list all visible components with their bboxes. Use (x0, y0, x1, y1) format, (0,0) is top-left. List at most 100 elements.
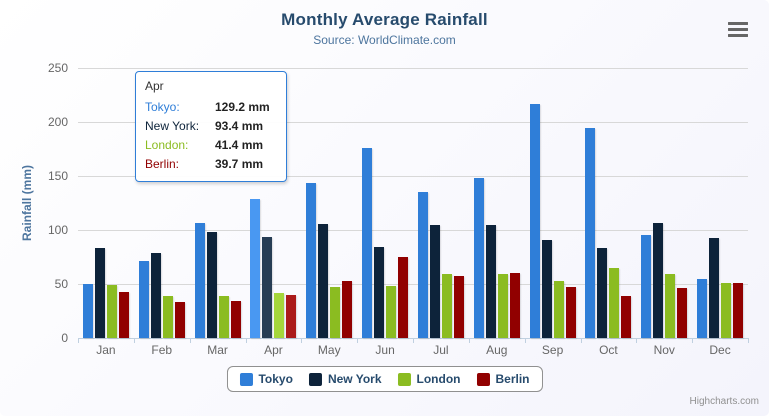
bar-group-jan (78, 68, 134, 338)
credits-link[interactable]: Highcharts.com (689, 396, 759, 407)
legend-swatch-new-york (308, 372, 322, 386)
bar-berlin-jun[interactable] (398, 256, 409, 338)
bar-group-nov (636, 68, 692, 338)
bar-new-york-dec[interactable] (709, 238, 720, 338)
bar-london-feb[interactable] (162, 296, 173, 338)
bar-london-dec[interactable] (721, 282, 732, 338)
bar-new-york-nov[interactable] (653, 222, 664, 338)
bar-berlin-sep[interactable] (565, 286, 576, 338)
x-axis-tick (748, 338, 749, 343)
x-axis-tick (357, 338, 359, 343)
bar-london-nov[interactable] (665, 274, 676, 338)
x-axis-tick-label-jan: Jan (96, 343, 116, 357)
x-axis-tick (189, 338, 191, 343)
bar-new-york-mar[interactable] (206, 231, 217, 338)
legend-item-new-york[interactable]: New York (308, 372, 382, 386)
chart-title: Monthly Average Rainfall (281, 10, 488, 29)
x-axis-tick (301, 338, 303, 343)
bar-london-sep[interactable] (553, 281, 564, 338)
bar-tokyo-feb[interactable] (138, 260, 149, 338)
bar-new-york-aug[interactable] (485, 225, 496, 338)
bar-group-apr (246, 68, 302, 338)
y-axis-tick-label-0: 0 (61, 331, 68, 345)
bar-london-oct[interactable] (609, 267, 620, 338)
bar-new-york-apr[interactable] (262, 237, 273, 338)
bar-london-jul[interactable] (441, 274, 452, 338)
bar-new-york-sep[interactable] (541, 239, 552, 338)
chart-subtitle: Source: WorldClimate.com (313, 33, 456, 47)
y-axis-tick-label-200: 200 (47, 115, 68, 129)
x-axis-tick-label-dec: Dec (709, 343, 731, 357)
legend-item-berlin[interactable]: Berlin (476, 372, 530, 386)
x-axis-tick-label-feb: Feb (151, 343, 173, 357)
bar-berlin-nov[interactable] (677, 287, 688, 338)
bar-new-york-jan[interactable] (94, 247, 105, 338)
bar-group-oct (581, 68, 637, 338)
hamburger-icon[interactable] (728, 22, 748, 37)
x-axis-tick (245, 338, 247, 343)
bar-tokyo-may[interactable] (306, 182, 317, 338)
y-axis-tick-label-250: 250 (47, 61, 68, 75)
legend-label: Berlin (495, 372, 530, 386)
gridline-150 (78, 176, 748, 177)
x-axis-tick (692, 338, 694, 343)
x-axis-tick-label-jul: Jul (433, 343, 449, 357)
bar-group-jul (413, 68, 469, 338)
x-axis-tick-label-jun: Jun (375, 343, 395, 357)
bar-london-jan[interactable] (106, 285, 117, 338)
bar-group-mar (190, 68, 246, 338)
x-axis-tick-label-mar: Mar (207, 343, 228, 357)
bar-new-york-jul[interactable] (429, 224, 440, 338)
bar-tokyo-oct[interactable] (585, 128, 596, 338)
bar-tokyo-jul[interactable] (417, 191, 428, 338)
x-axis-tick-label-aug: Aug (486, 343, 508, 357)
bar-tokyo-aug[interactable] (473, 177, 484, 338)
bar-london-mar[interactable] (218, 295, 229, 338)
bar-berlin-jul[interactable] (453, 276, 464, 338)
legend-label: New York (327, 372, 382, 386)
bar-london-aug[interactable] (497, 273, 508, 338)
bar-tokyo-apr[interactable] (250, 198, 261, 338)
bar-tokyo-jan[interactable] (82, 284, 93, 338)
bar-berlin-feb[interactable] (174, 302, 185, 338)
bar-tokyo-dec[interactable] (697, 279, 708, 338)
bar-group-may (301, 68, 357, 338)
x-axis-tick (524, 338, 526, 343)
x-axis-tick (468, 338, 470, 343)
x-axis-tick-label-oct: Oct (599, 343, 618, 357)
bar-group-dec (692, 68, 748, 338)
plot-area (78, 68, 748, 339)
bar-london-may[interactable] (330, 287, 341, 338)
bar-berlin-apr[interactable] (286, 295, 297, 338)
bar-berlin-oct[interactable] (621, 295, 632, 338)
x-axis-tick-label-may: May (317, 343, 341, 357)
bar-london-apr[interactable] (274, 293, 285, 338)
bar-group-aug (469, 68, 525, 338)
bar-london-jun[interactable] (386, 285, 397, 338)
bar-berlin-dec[interactable] (733, 282, 744, 338)
bar-berlin-jan[interactable] (118, 292, 129, 338)
y-axis-tick-label-150: 150 (47, 169, 68, 183)
bar-tokyo-nov[interactable] (641, 234, 652, 338)
legend-label: Tokyo (258, 372, 293, 386)
gridline-250 (78, 68, 748, 69)
x-axis-tick (133, 338, 135, 343)
bar-berlin-aug[interactable] (509, 272, 520, 338)
legend-item-london[interactable]: London (397, 372, 461, 386)
bar-new-york-oct[interactable] (597, 247, 608, 338)
y-axis-tick-label-50: 50 (54, 277, 68, 291)
legend-swatch-berlin (476, 372, 490, 386)
bar-berlin-mar[interactable] (230, 300, 241, 338)
bar-group-feb (134, 68, 190, 338)
bar-berlin-may[interactable] (342, 281, 353, 338)
bar-new-york-feb[interactable] (150, 252, 161, 338)
gridline-50 (78, 284, 748, 285)
bar-new-york-jun[interactable] (374, 246, 385, 338)
bar-new-york-may[interactable] (318, 223, 329, 338)
bar-tokyo-jun[interactable] (362, 147, 373, 338)
x-axis-tick-label-apr: Apr (264, 343, 283, 357)
bar-tokyo-mar[interactable] (194, 223, 205, 338)
bar-tokyo-sep[interactable] (529, 104, 540, 338)
legend-item-tokyo[interactable]: Tokyo (239, 372, 293, 386)
